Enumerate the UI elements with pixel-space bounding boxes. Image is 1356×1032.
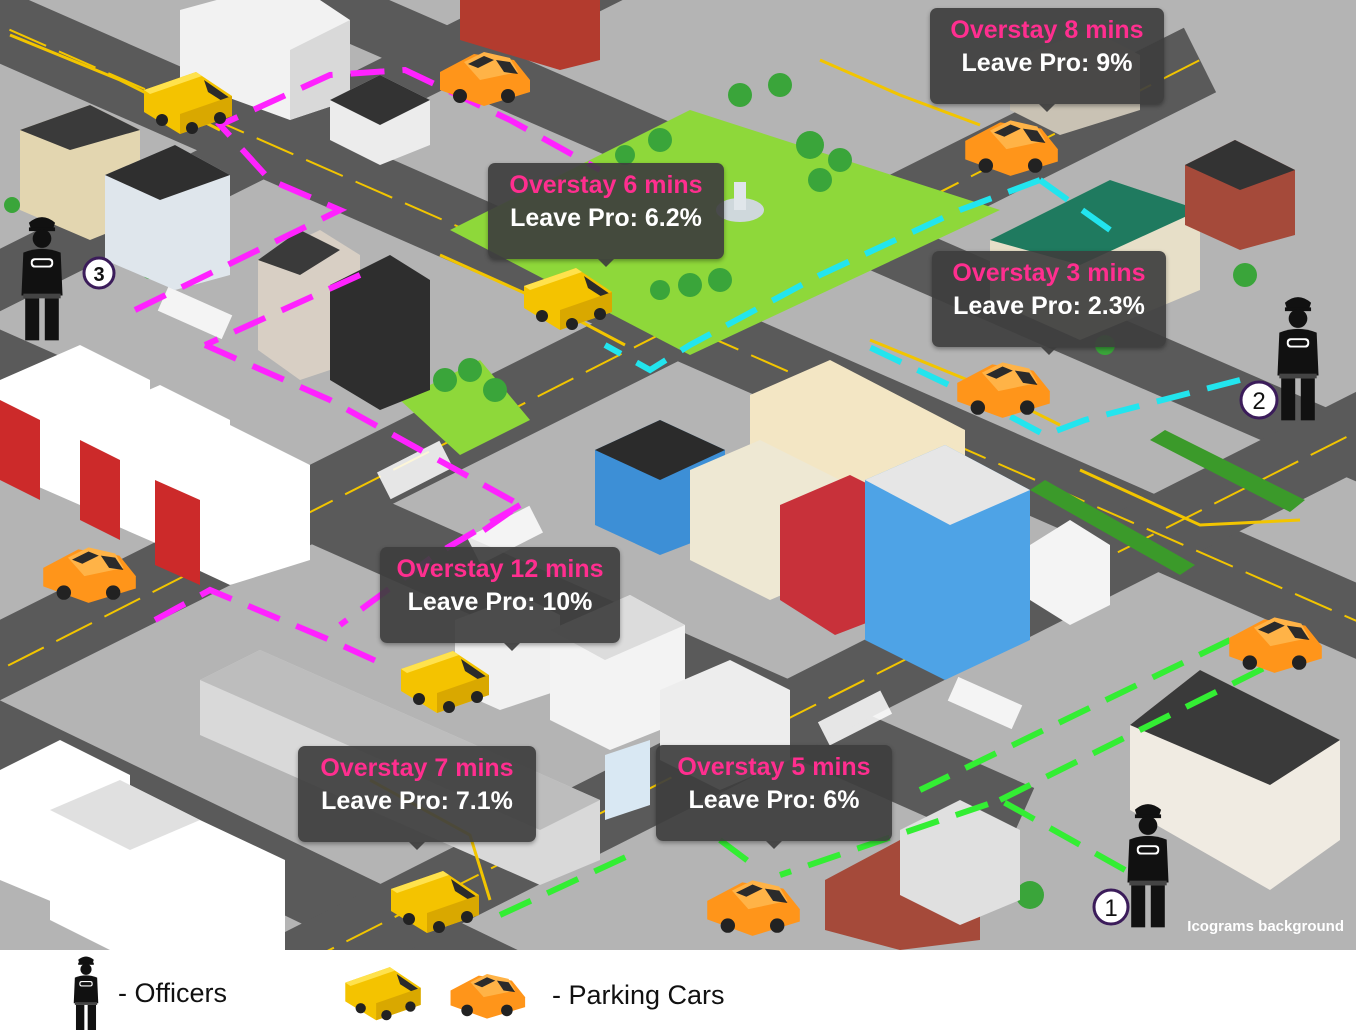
overstay-tooltip-7: Overstay 7 mins Leave Pro: 7.1% xyxy=(298,746,536,850)
officer-2-number: 2 xyxy=(1252,388,1265,415)
legend-parking-cars-label: - Parking Cars xyxy=(552,980,725,1010)
leave-probability-label: Leave Pro: 10% xyxy=(407,588,593,616)
officer-1-number: 1 xyxy=(1104,895,1117,922)
overstay-tooltip-12: Overstay 12 mins Leave Pro: 10% xyxy=(380,547,620,651)
overstay-tooltip-8: Overstay 8 mins Leave Pro: 9% xyxy=(930,8,1164,112)
overstay-label: Overstay 5 mins xyxy=(677,753,871,781)
leave-probability-label: Leave Pro: 7.1% xyxy=(321,787,513,815)
legend-van-icon xyxy=(345,967,421,1021)
overstay-tooltip-3: Overstay 3 mins Leave Pro: 2.3% xyxy=(932,251,1166,355)
overstay-label: Overstay 3 mins xyxy=(952,259,1146,287)
leave-probability-label: Leave Pro: 9% xyxy=(961,49,1133,77)
overstay-label: Overstay 6 mins xyxy=(509,171,703,199)
overstay-tooltip-5: Overstay 5 mins Leave Pro: 6% xyxy=(656,745,892,849)
legend-officer-icon xyxy=(73,956,99,1030)
officer-3-number: 3 xyxy=(93,264,104,286)
leave-probability-label: Leave Pro: 6.2% xyxy=(510,204,702,232)
overstay-label: Overstay 7 mins xyxy=(320,754,514,782)
overstay-tooltip-6: Overstay 6 mins Leave Pro: 6.2% xyxy=(488,163,724,267)
leave-probability-label: Leave Pro: 2.3% xyxy=(953,292,1145,320)
leave-probability-label: Leave Pro: 6% xyxy=(688,786,860,814)
legend-officers-label: - Officers xyxy=(118,978,228,1008)
legend-car-icon xyxy=(450,973,526,1019)
overstay-label: Overstay 8 mins xyxy=(950,16,1144,44)
overstay-label: Overstay 12 mins xyxy=(396,555,604,583)
background-credit: Icograms background xyxy=(1187,918,1344,935)
